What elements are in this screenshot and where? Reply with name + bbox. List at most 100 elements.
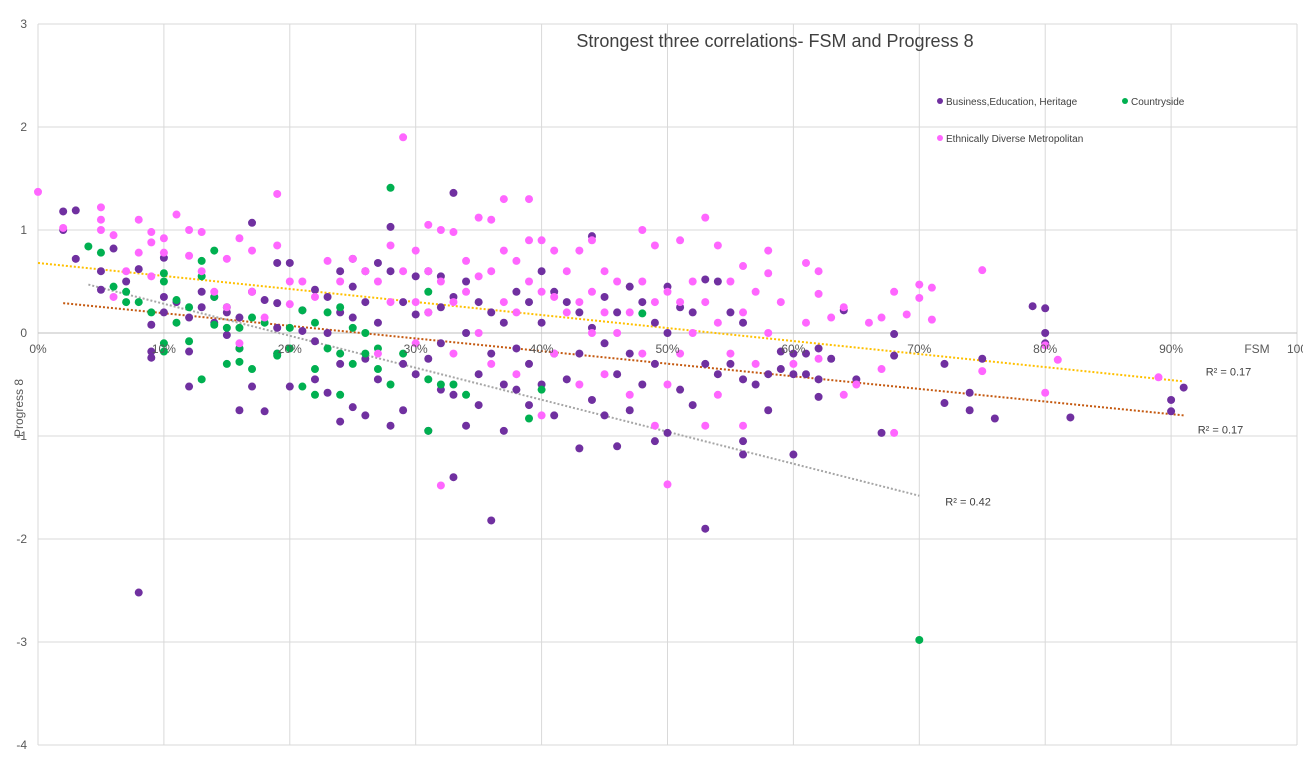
scatter-point [525,414,534,423]
scatter-point [424,267,433,276]
scatter-point [310,375,319,384]
scatter-point [537,385,546,394]
scatter-point [399,406,408,415]
scatter-point [713,390,722,399]
scatter-point [1167,407,1176,416]
scatter-point [512,370,521,379]
scatter-point [676,385,685,394]
scatter-point [310,292,319,301]
scatter-point [562,308,571,317]
scatter-point [298,382,307,391]
scatter-point [890,287,899,296]
scatter-point [550,349,559,358]
scatter-point [701,524,710,533]
scatter-point [197,375,206,384]
scatter-point [260,313,269,322]
scatter-point [310,337,319,346]
scatter-point [348,254,357,263]
scatter-point [801,349,810,358]
scatter-point [688,401,697,410]
scatter-point [122,267,131,276]
scatter-point [776,347,785,356]
scatter-point [348,359,357,368]
scatter-point [1041,388,1050,397]
scatter-point [814,392,823,401]
scatter-point [915,280,924,289]
scatter-point [650,298,659,307]
scatter-point [386,183,395,192]
scatter-point [525,277,534,286]
scatter-point [739,308,748,317]
scatter-point [1041,329,1050,337]
scatter-point [172,296,181,305]
scatter-point [449,473,458,482]
scatter-point [260,296,269,305]
scatter-point [499,298,508,307]
scatter-point [248,365,257,374]
scatter-point [147,347,156,356]
scatter-point [323,292,332,301]
scatter-point [222,331,231,340]
scatter-point [1167,395,1176,404]
scatter-point [235,313,244,322]
scatter-point [525,298,534,307]
scatter-point [487,215,496,224]
scatter-point [122,287,131,296]
scatter-point [940,399,949,408]
scatter-point [663,329,672,337]
scatter-point [348,403,357,412]
scatter-point [424,308,433,317]
scatter-point [235,323,244,332]
scatter-point [663,480,672,489]
scatter-point [348,323,357,332]
tick-labels: 0% 10% 20% 30% 40% 50% 60% 70% 80% 90% 100 3 2 1 0 -1 -2… [16,17,1303,752]
scatter-point [197,228,206,237]
scatter-point [147,272,156,281]
scatter-point [890,330,899,339]
scatter-point [323,388,332,397]
scatter-point [877,313,886,322]
scatter-point [96,248,105,257]
legend-label: Business,Education, Heritage [946,97,1078,108]
scatter-point [537,267,546,276]
scatter-point [336,267,345,276]
x-tick-label: 20% [278,342,302,356]
scatter-point [424,375,433,384]
scatter-point [361,267,370,276]
scatter-point [965,406,974,415]
scatter-point [449,298,458,307]
r-squared-labels: R² = 0.17 R² = 0.17 R² = 0.42 [945,366,1251,508]
scatter-point [210,287,219,296]
scatter-point [537,287,546,296]
scatter-point [386,380,395,389]
scatter-point [789,370,798,379]
scatter-point [575,349,584,358]
scatter-point [915,635,924,644]
scatter-point [814,267,823,276]
scatter-point [386,421,395,430]
scatter-point [285,344,294,353]
x-tick-label: 60% [781,342,805,356]
scatter-point [248,382,257,391]
scatter-point [650,241,659,250]
scatter-point [575,380,584,389]
scatter-point [310,318,319,327]
scatter-point [185,347,194,356]
scatter-point [550,411,559,420]
scatter-point [562,298,571,307]
scatter-point [386,298,395,307]
x-tick-label: 90% [1159,342,1183,356]
scatter-point [512,385,521,394]
scatter-point [474,329,483,337]
scatter-point [537,236,546,245]
scatter-point [172,210,181,219]
scatter-point [512,287,521,296]
scatter-point [96,215,105,224]
scatter-point [726,349,735,358]
scatter-point [298,326,307,335]
scatter-point [600,339,609,348]
scatter-point [411,298,420,307]
scatter-point [663,380,672,389]
x-axis-label: FSM [1244,342,1269,356]
scatter-point [436,303,445,312]
